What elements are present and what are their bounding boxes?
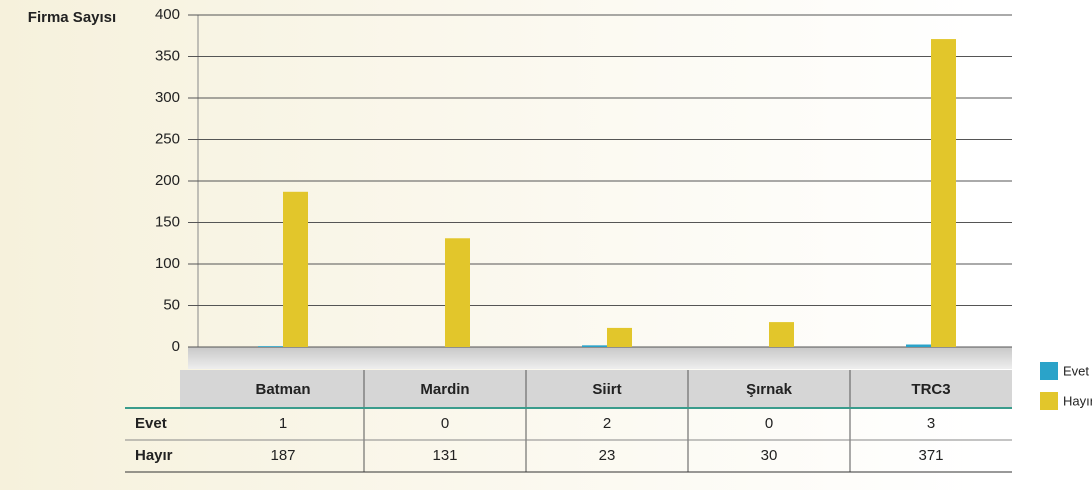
bar	[931, 39, 956, 347]
bar	[445, 238, 470, 347]
table-cell: 2	[603, 415, 611, 432]
bar	[283, 191, 308, 347]
legend-swatch	[1040, 362, 1058, 380]
table-cell: 187	[270, 447, 295, 464]
legend-label: Evet	[1063, 363, 1089, 378]
legend-label: Hayır	[1063, 393, 1092, 408]
bar	[258, 346, 283, 347]
table-cell: 0	[765, 415, 773, 432]
legend-swatch	[1040, 392, 1058, 410]
table-cell: 0	[441, 415, 449, 432]
y-tick-label: 250	[155, 130, 180, 147]
y-tick-label: 50	[163, 296, 180, 313]
y-tick-label: 0	[172, 338, 180, 355]
bar	[769, 322, 794, 347]
floor	[188, 347, 1012, 369]
table-cell: 30	[761, 447, 778, 464]
x-tick-label: Batman	[255, 381, 310, 398]
bar	[607, 327, 632, 347]
y-tick-label: 150	[155, 213, 180, 230]
y-tick-label: 300	[155, 89, 180, 106]
x-tick-label: TRC3	[911, 381, 950, 398]
x-tick-label: Siirt	[592, 381, 621, 398]
y-axis-title: Firma Sayısı	[28, 9, 116, 26]
y-tick-label: 200	[155, 172, 180, 189]
table-cell: 371	[918, 447, 943, 464]
bar	[582, 345, 607, 347]
table-header	[180, 370, 1012, 408]
bar	[906, 344, 931, 347]
y-tick-label: 350	[155, 47, 180, 64]
y-tick-label: 100	[155, 255, 180, 272]
x-tick-label: Şırnak	[746, 381, 793, 398]
table-row-label: Evet	[135, 415, 167, 432]
table-cell: 23	[599, 447, 616, 464]
table-cell: 131	[432, 447, 457, 464]
table-cell: 1	[279, 415, 287, 432]
x-tick-label: Mardin	[420, 381, 469, 398]
y-tick-label: 400	[155, 6, 180, 23]
table-cell: 3	[927, 415, 935, 432]
table-row-label: Hayır	[135, 447, 173, 464]
